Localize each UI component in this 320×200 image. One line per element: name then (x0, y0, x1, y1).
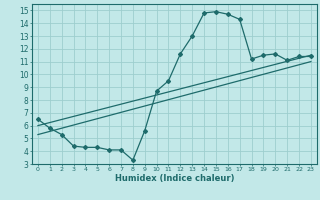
X-axis label: Humidex (Indice chaleur): Humidex (Indice chaleur) (115, 174, 234, 183)
